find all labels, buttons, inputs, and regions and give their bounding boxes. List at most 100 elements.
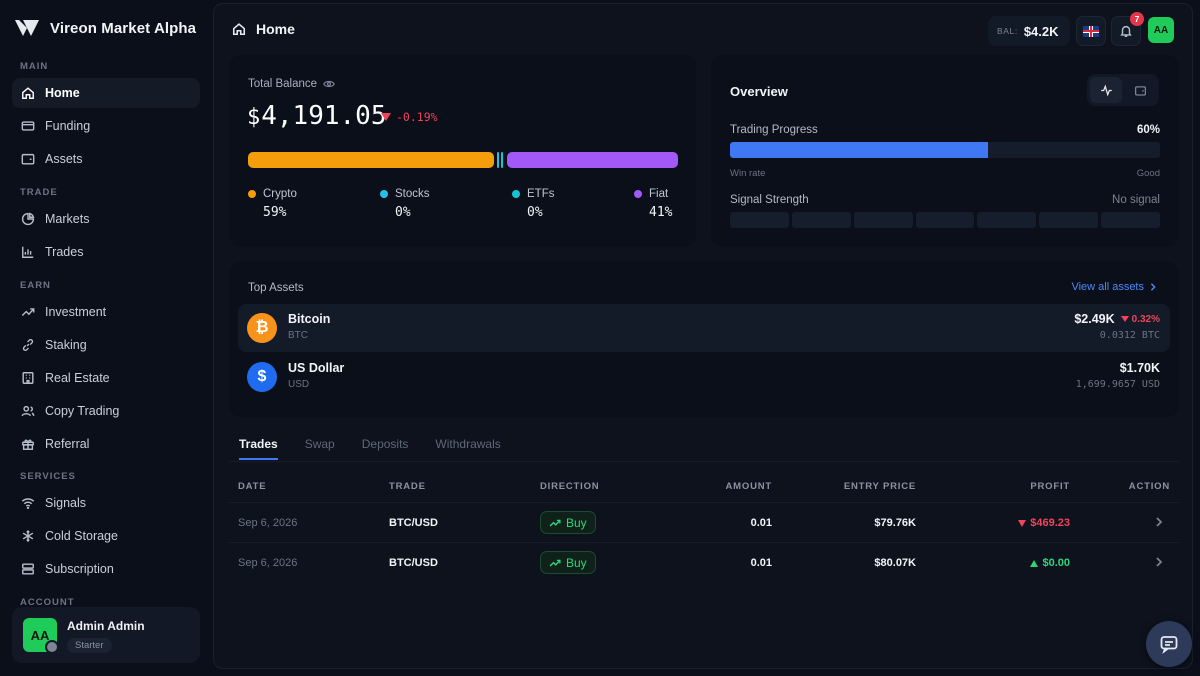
- asset-value: $1.70K: [1120, 361, 1160, 375]
- legend-value: 41%: [649, 205, 673, 220]
- activity-icon: [1100, 83, 1112, 97]
- brand[interactable]: Vireon Market Alpha: [14, 18, 196, 38]
- crypto-dot-icon: [248, 190, 256, 198]
- trend-icon: [21, 305, 35, 319]
- direction-label: Buy: [566, 555, 587, 570]
- down-triangle-icon: [1018, 519, 1027, 527]
- sidebar-item-cold-storage[interactable]: Cold Storage: [12, 521, 200, 551]
- wallet-icon: [1134, 85, 1146, 96]
- account-card[interactable]: AA Admin Admin Starter: [12, 607, 200, 663]
- total-balance-label: Total Balance: [248, 78, 318, 90]
- sidebar-item-subscription[interactable]: Subscription: [12, 554, 200, 584]
- overview-card: Overview Trading Progress 60% Win rate G…: [711, 55, 1179, 247]
- sidebar-item-markets[interactable]: Markets: [12, 204, 200, 234]
- eye-icon[interactable]: [323, 78, 335, 90]
- table-row-divider: [229, 542, 1179, 543]
- notification-count-badge: 7: [1130, 12, 1144, 26]
- allocation-segment-stocks: [497, 152, 499, 168]
- asset-row-usd[interactable]: $ US Dollar USD $1.70K 1,699.9657 USD: [238, 353, 1170, 401]
- asset-row-bitcoin[interactable]: ₿ Bitcoin BTC $2.49K 0.32% 0.0312 BTC: [238, 304, 1170, 352]
- view-all-assets-link[interactable]: View all assets: [1071, 281, 1157, 293]
- trade-profit: $0.00: [970, 557, 1070, 569]
- signal-segment: [915, 212, 975, 228]
- link-icon: [21, 338, 35, 352]
- trade-pair: BTC/USD: [389, 557, 438, 569]
- sidebar-item-investment[interactable]: Investment: [12, 297, 200, 327]
- column-header-entry-price: ENTRY PRICE: [843, 481, 916, 492]
- overview-view-toggle: [1087, 74, 1159, 106]
- total-balance-card: Total Balance $ 4,191.05 -0.19% Crypto 5…: [229, 55, 696, 247]
- sidebar-item-referral[interactable]: Referral: [12, 429, 200, 459]
- card-icon: [21, 119, 35, 133]
- win-rate-label: Win rate: [730, 168, 766, 179]
- down-triangle-icon: [381, 113, 391, 121]
- sidebar-item-label: Signals: [45, 496, 86, 510]
- trade-date: Sep 6, 2026: [238, 517, 298, 529]
- column-header-profit: PROFIT: [1030, 481, 1070, 492]
- legend-etfs: ETFs 0%: [512, 188, 554, 220]
- column-header-action: ACTION: [1128, 481, 1170, 492]
- sidebar-item-staking[interactable]: Staking: [12, 330, 200, 360]
- page-title: Home: [232, 21, 295, 37]
- row-action-button[interactable]: [1154, 517, 1164, 530]
- allocation-segment-etfs: [501, 152, 503, 168]
- pie-icon: [21, 212, 35, 226]
- history-tabs: Trades Swap Deposits Withdrawals: [239, 437, 501, 460]
- main-panel: Home BAL: $4.2K 7 AA Total Balance $ 4,1…: [213, 3, 1193, 669]
- legend-crypto: Crypto 59%: [248, 188, 297, 220]
- uk-flag-icon: [1083, 25, 1099, 37]
- row-action-button[interactable]: [1154, 557, 1164, 570]
- activity-view-button[interactable]: [1090, 77, 1122, 103]
- balance-change: -0.19%: [381, 110, 438, 124]
- chevron-right-icon: [1156, 517, 1163, 527]
- brand-logo-icon: [15, 20, 39, 36]
- sidebar-item-label: Copy Trading: [45, 404, 120, 418]
- chat-button[interactable]: [1146, 621, 1192, 667]
- wallet-icon: [21, 152, 35, 166]
- entry-price: $80.07K: [874, 557, 916, 569]
- down-triangle-icon: [1120, 316, 1129, 322]
- home-icon: [232, 23, 246, 36]
- signal-segment: [730, 212, 789, 228]
- tabs-divider: [229, 461, 1179, 462]
- notifications-button[interactable]: 7: [1111, 12, 1144, 46]
- sidebar-item-label: Funding: [45, 119, 91, 133]
- sidebar-item-assets[interactable]: Assets: [12, 144, 200, 174]
- tab-swap[interactable]: Swap: [304, 437, 335, 451]
- sidebar-item-copy-trading[interactable]: Copy Trading: [12, 396, 200, 426]
- legend-value: 59%: [263, 205, 287, 220]
- signal-segment: [1101, 212, 1161, 228]
- legend-value: 0%: [395, 205, 411, 220]
- user-avatar[interactable]: AA: [1148, 17, 1174, 43]
- balance-pill[interactable]: BAL: $4.2K: [988, 16, 1070, 46]
- balance-value: $4.2K: [1023, 23, 1059, 39]
- language-button[interactable]: [1076, 16, 1106, 46]
- plan-badge: Starter: [67, 638, 112, 653]
- sidebar-item-signals[interactable]: Signals: [12, 488, 200, 518]
- layers-icon: [21, 562, 35, 576]
- tab-withdrawals[interactable]: Withdrawals: [435, 437, 501, 451]
- sidebar-item-trades[interactable]: Trades: [12, 237, 200, 267]
- tab-deposits[interactable]: Deposits: [361, 437, 409, 451]
- sidebar-item-real-estate[interactable]: Real Estate: [12, 363, 200, 393]
- etfs-dot-icon: [512, 190, 520, 198]
- asset-value-text: $1.70K: [1119, 361, 1160, 375]
- column-header-direction: DIRECTION: [540, 481, 600, 492]
- tab-trades[interactable]: Trades: [239, 437, 278, 460]
- sidebar-item-home[interactable]: Home: [12, 78, 200, 108]
- allocation-bar: [248, 152, 678, 168]
- legend-label: Stocks: [395, 188, 430, 200]
- top-assets-title: Top Assets: [248, 282, 304, 294]
- home-icon: [21, 86, 35, 100]
- sidebar: Vireon Market Alpha MAIN Home Funding As…: [0, 0, 212, 676]
- asset-name: Bitcoin: [288, 312, 331, 326]
- section-label-services: SERVICES: [20, 471, 76, 482]
- dollar-icon: $: [247, 362, 277, 392]
- total-balance-amount: $ 4,191.05: [247, 101, 386, 131]
- good-label: Good: [1136, 168, 1160, 179]
- trade-amount: 0.01: [750, 517, 772, 529]
- allocation-segment-fiat: [507, 152, 678, 168]
- sidebar-item-funding[interactable]: Funding: [12, 111, 200, 141]
- wallet-view-button[interactable]: [1124, 77, 1156, 103]
- balance-label: BAL:: [997, 26, 1018, 36]
